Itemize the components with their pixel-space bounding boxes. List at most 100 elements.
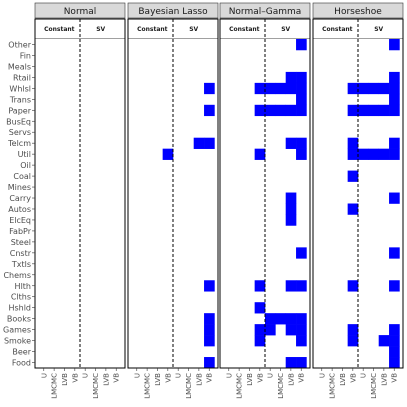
heatmap-cell xyxy=(378,335,390,347)
heatmap-cell xyxy=(296,93,307,106)
x-tick-label: LVB xyxy=(380,373,388,386)
heatmap-cell xyxy=(389,137,400,149)
y-tick-label: Chems xyxy=(3,271,31,280)
x-tick-label: VB xyxy=(113,373,121,383)
heatmap-cell xyxy=(204,137,215,149)
y-tick-label: Food xyxy=(12,359,31,368)
y-tick-label: Other xyxy=(8,40,31,49)
heatmap-cell xyxy=(389,71,400,84)
panel-1-border xyxy=(34,18,126,369)
heatmap-cell xyxy=(204,357,215,369)
heatmap-cell xyxy=(285,82,297,95)
x-tick-label: U xyxy=(360,373,368,378)
heatmap-cell xyxy=(204,324,215,336)
heatmap-cell xyxy=(347,104,359,117)
panel-1-plot-area xyxy=(35,39,125,368)
heatmap-cell xyxy=(358,82,369,95)
y-tick-label: Coal xyxy=(13,172,31,181)
heatmap-cell xyxy=(358,104,369,117)
heatmap-cell xyxy=(389,280,400,292)
y-tick-label: Cnstr xyxy=(10,249,32,258)
heatmap-cell xyxy=(389,104,400,117)
y-tick-label: Util xyxy=(18,150,31,159)
heatmap-cell xyxy=(275,313,286,325)
heatmap-cell xyxy=(265,324,276,336)
heatmap-cell xyxy=(285,203,297,215)
heatmap-cell xyxy=(296,104,307,117)
x-tick-label: LVB xyxy=(61,373,69,386)
x-tick-label: U xyxy=(225,373,233,378)
panel-4-subgroup-sv: SV xyxy=(374,26,383,33)
heatmap-cell xyxy=(193,137,205,149)
heatmap-cell xyxy=(285,192,297,204)
heatmap-cell xyxy=(254,324,266,336)
panel-3-border xyxy=(219,18,311,369)
x-tick-label: LMCMC xyxy=(185,373,193,399)
x-tick-label: LVB xyxy=(154,373,162,386)
y-tick-label: Steel xyxy=(11,238,31,247)
y-tick-label: Telcm xyxy=(7,139,31,148)
heatmap-cell xyxy=(285,137,297,149)
heatmap-cell xyxy=(296,137,307,149)
heatmap-cell xyxy=(265,313,276,325)
panel-4-strip xyxy=(312,2,404,19)
heatmap-cell xyxy=(204,280,215,292)
heatmap-cell xyxy=(378,148,390,160)
y-tick-label: ElcEq xyxy=(9,216,31,225)
x-tick-label: LMCMC xyxy=(51,373,59,399)
heatmap-cell xyxy=(254,148,266,160)
heatmap-cell xyxy=(285,214,297,226)
x-tick-label: U xyxy=(82,373,90,378)
x-tick-label: U xyxy=(318,373,326,378)
x-tick-label: LMCMC xyxy=(92,373,100,399)
heatmap-cell xyxy=(254,335,266,347)
panel-2-strip xyxy=(127,2,219,19)
heatmap-cell xyxy=(285,280,297,292)
panel-2-subgroup-sv: SV xyxy=(189,26,198,33)
heatmap-cell xyxy=(254,104,266,117)
panel-4-border xyxy=(312,18,404,369)
heatmap-cell xyxy=(389,93,400,106)
y-tick-label: Hlth xyxy=(15,282,31,291)
heatmap-cell xyxy=(296,247,307,259)
heatmap-cell xyxy=(358,148,369,160)
y-tick-label: Rtail xyxy=(13,73,31,82)
heatmap-cell xyxy=(368,82,379,95)
y-tick-label: Fin xyxy=(20,51,31,60)
x-tick-label: U xyxy=(40,373,48,378)
panel-3-strip xyxy=(219,2,311,19)
x-tick-label: LMCMC xyxy=(329,373,337,399)
heatmap-cell xyxy=(389,324,400,336)
heatmap-cell xyxy=(254,302,266,314)
x-tick-label: VB xyxy=(206,373,214,383)
panel-3-title: Normal–Gamma xyxy=(229,7,302,17)
heatmap-cell xyxy=(378,82,390,95)
y-tick-label: Carry xyxy=(9,194,31,203)
heatmap-cell xyxy=(296,148,307,160)
heatmap-cell xyxy=(296,82,307,95)
y-tick-label: Hshld xyxy=(8,304,31,313)
heatmap-cell xyxy=(204,82,215,95)
heatmap-cell xyxy=(285,357,297,369)
heatmap-cell xyxy=(254,82,266,95)
heatmap-cell xyxy=(389,148,400,160)
y-tick-label: Oil xyxy=(20,161,31,170)
panel-2-subgroup-constant: Constant xyxy=(137,26,168,33)
x-tick-label: LMCMC xyxy=(277,373,285,399)
x-tick-label: VB xyxy=(298,373,306,383)
heatmap-cell xyxy=(368,148,379,160)
heatmap-cell xyxy=(389,335,400,347)
heatmap-cell xyxy=(347,324,359,336)
heatmap-cell xyxy=(296,39,307,51)
y-tick-label: Paper xyxy=(8,106,31,115)
x-tick-label: VB xyxy=(256,373,264,383)
y-tick-label: Books xyxy=(7,315,31,324)
heatmap-cell xyxy=(204,335,215,347)
panel-2-border xyxy=(127,18,219,369)
heatmap-cell xyxy=(296,280,307,292)
x-tick-label: VB xyxy=(391,373,399,383)
x-tick-label: LVB xyxy=(246,373,254,386)
panel-1-subgroup-constant: Constant xyxy=(44,26,75,33)
